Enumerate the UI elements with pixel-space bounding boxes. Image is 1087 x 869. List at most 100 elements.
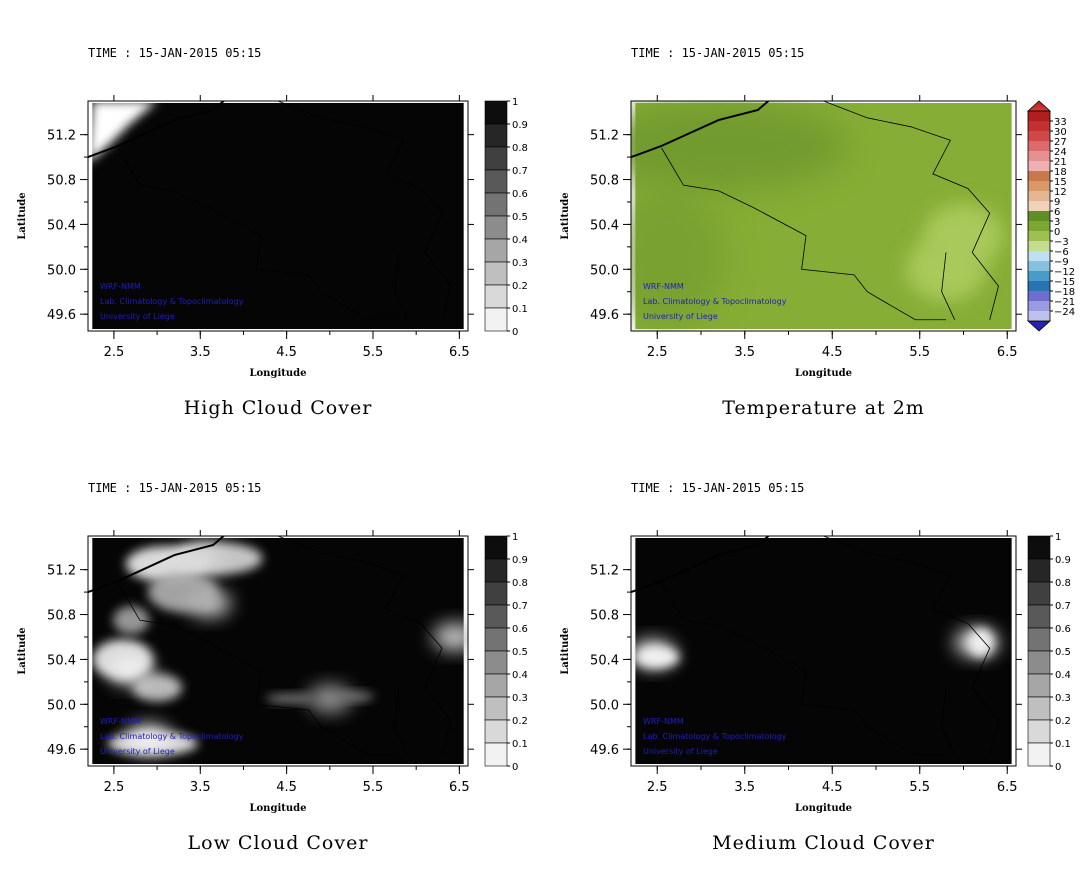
colorbar-label: 24 (1054, 147, 1067, 158)
colorbar-label: 0.4 (1055, 670, 1071, 681)
colorbar-segment (484, 627, 508, 652)
colorbar-segment (1028, 231, 1050, 241)
x-tick-label: 2.5 (647, 780, 668, 795)
y-axis-label: Latitude (17, 627, 28, 674)
colorbar-segment (484, 673, 508, 698)
colorbar-segment (1028, 281, 1050, 291)
border-luxembourg (394, 687, 408, 755)
y-axis-label: Latitude (17, 192, 28, 239)
x-tick-label: 3.5 (190, 780, 211, 795)
credit-text: University of Liege (100, 747, 175, 756)
plot-frame (630, 100, 1017, 332)
colorbar-segment (1027, 535, 1051, 560)
colorbar-label: 0.8 (512, 578, 528, 589)
field-patch (307, 684, 352, 713)
colorbar-label: 0.5 (512, 212, 528, 223)
field-patch (92, 639, 153, 680)
colorbar-label: 0 (512, 762, 518, 773)
y-axis-label: Latitude (560, 192, 571, 239)
colorbar-segment (1028, 271, 1050, 281)
y-tick-label: 50.8 (47, 174, 76, 189)
colorbar-segment (1028, 311, 1050, 321)
colorbar-segment (1028, 241, 1050, 251)
field-patch (631, 188, 726, 329)
credit-text: WRF-NMM (643, 717, 684, 726)
field-patch (337, 691, 374, 702)
colorbar-segment (1027, 742, 1051, 767)
y-tick-label: 51.2 (47, 129, 76, 144)
x-tick-label: 5.5 (909, 345, 930, 360)
y-tick-label: 50.4 (47, 218, 76, 233)
data-field (92, 538, 468, 764)
colorbar-label: 3 (1054, 217, 1060, 228)
y-tick-label: 50.0 (47, 698, 76, 713)
border-east (277, 101, 452, 320)
panel-title: Temperature at 2m (722, 397, 925, 419)
colorbar-segment (1028, 121, 1050, 131)
y-tick-label: 49.6 (47, 743, 76, 758)
colorbar-segment (1028, 131, 1050, 141)
colorbar-segment (1028, 291, 1050, 301)
y-tick-label: 50.8 (47, 609, 76, 624)
credit-text: University of Liege (643, 312, 718, 321)
colorbar-segment (1027, 673, 1051, 698)
x-tick-label: 5.5 (363, 345, 384, 360)
colorbar-label: 0.4 (512, 670, 528, 681)
borders (88, 101, 452, 321)
colorbar-segment (1028, 261, 1050, 271)
colorbar-segment (484, 307, 508, 332)
colorbar-label: 0.6 (512, 189, 528, 200)
panel-2: TIME : 15-JAN-2015 05:15 WRF-NMM Lab. Clim… (560, 46, 1075, 419)
colorbar-label: 0.6 (512, 624, 528, 635)
x-tick-label: 4.5 (276, 345, 297, 360)
border-france (117, 147, 399, 321)
borders (631, 101, 999, 321)
x-tick-label: 4.5 (822, 345, 843, 360)
colorbar-label: −3 (1054, 237, 1069, 248)
colorbar-label: 12 (1054, 187, 1067, 198)
colorbar-label: −18 (1054, 287, 1075, 298)
colorbar-segment (484, 261, 508, 286)
time-label: TIME : 15-JAN-2015 05:15 (631, 46, 804, 60)
field-patch (906, 237, 986, 302)
x-tick-label: 3.5 (190, 345, 211, 360)
credit-text: University of Liege (100, 312, 175, 321)
colorbar-label: 1 (1055, 532, 1061, 543)
time-label: TIME : 15-JAN-2015 05:15 (88, 46, 261, 60)
colorbar-segment (1028, 111, 1050, 121)
y-tick-label: 50.8 (590, 174, 619, 189)
colorbar-segment (1027, 650, 1051, 675)
border-east (823, 536, 999, 755)
y-axis-label: Latitude (560, 627, 571, 674)
colorbar-segment (484, 100, 508, 125)
colorbar-segment (1027, 627, 1051, 652)
colorbar-label: 0.5 (1055, 647, 1071, 658)
border-east (277, 536, 452, 755)
x-tick-label: 5.5 (363, 780, 384, 795)
colorbar-segment (1027, 558, 1051, 583)
field-patch (265, 693, 316, 704)
field-patch (88, 101, 158, 163)
colorbar-label: 0.4 (512, 235, 528, 246)
colorbar-segment (1028, 251, 1050, 261)
colorbar-label: 0.2 (512, 716, 528, 727)
colorbar-label: 0.1 (512, 739, 528, 750)
x-axis-label: Longitude (795, 803, 852, 814)
x-tick-label: 4.5 (822, 780, 843, 795)
colorbar-segment (484, 604, 508, 629)
colorbar-label: 0.3 (1055, 693, 1071, 704)
x-tick-label: 5.5 (909, 780, 930, 795)
colorbar-segment (1028, 171, 1050, 181)
colorbar-label: 0.7 (1055, 601, 1071, 612)
field-background (635, 538, 1012, 764)
colorbar-label: 30 (1054, 127, 1067, 138)
data-field (88, 101, 464, 329)
x-tick-label: 2.5 (104, 780, 125, 795)
colorbar-label: 0 (1055, 762, 1061, 773)
plot-frame (87, 100, 469, 332)
field-patch (433, 622, 468, 651)
colorbar-segment (1028, 211, 1050, 221)
colorbar-segment (1028, 201, 1050, 211)
field-patch (172, 542, 263, 575)
